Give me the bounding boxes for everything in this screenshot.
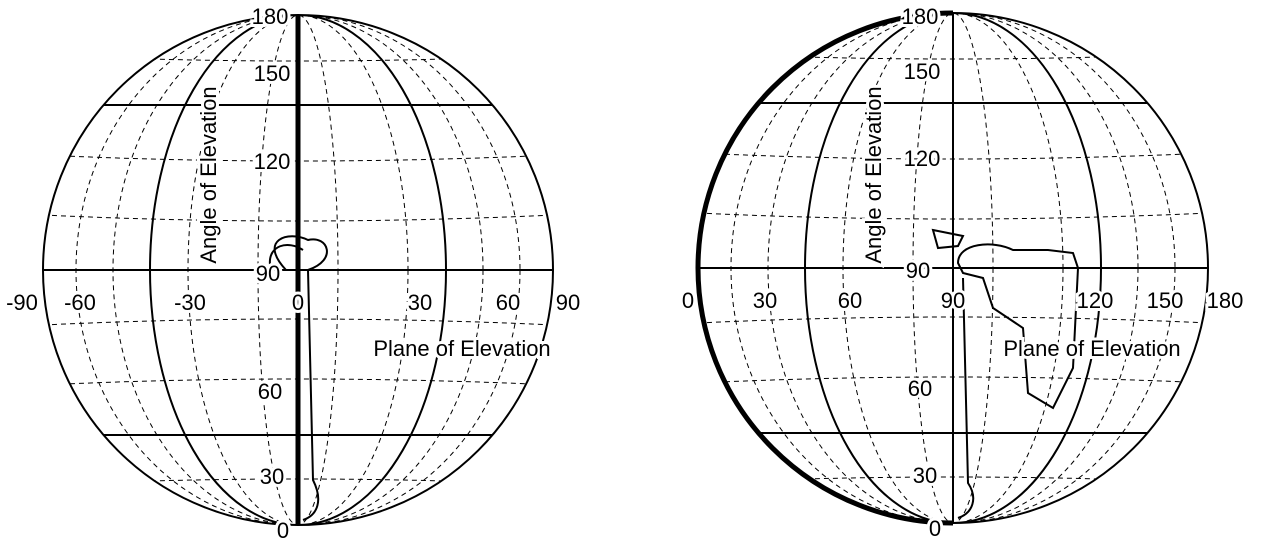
highlight-meridian xyxy=(695,10,954,526)
plane-tick-label: -30 xyxy=(174,290,206,315)
plane-tick-label: 0 xyxy=(292,290,304,315)
angle-tick-label: 120 xyxy=(254,149,291,174)
plane-tick-label: 0 xyxy=(682,288,694,313)
contour xyxy=(931,228,965,250)
angle-tick-label: 60 xyxy=(908,376,932,401)
plane-tick-label: 90 xyxy=(556,290,580,315)
plane-tick-label: -60 xyxy=(64,290,96,315)
angle-tick-label: 150 xyxy=(254,61,291,86)
contour xyxy=(956,243,1080,410)
angle-tick-label: 0 xyxy=(277,518,289,543)
plane-tick-label: 120 xyxy=(1077,288,1114,313)
angle-tick-label: 150 xyxy=(904,59,941,84)
plane-tick-label: 60 xyxy=(838,288,862,313)
plane-tick-label: 150 xyxy=(1147,288,1184,313)
plane-tick-label: 180 xyxy=(1207,288,1244,313)
angle-tick-label: 60 xyxy=(258,379,282,404)
angle-tick-label: 90 xyxy=(906,258,930,283)
angle-tick-label: 180 xyxy=(252,4,289,29)
plane-tick-label: -90 xyxy=(6,290,38,315)
angle-tick-label: 120 xyxy=(904,146,941,171)
angle-axis-label: Angle of Elevation xyxy=(196,86,221,263)
angle-axis-label: Angle of Elevation xyxy=(861,86,886,263)
right-globe: 0 30 60 90 120 150 180 0 30 60 90 120 150 180 Angle of… xyxy=(679,1,1246,544)
plane-tick-label: 60 xyxy=(496,290,520,315)
plane-axis-label: Plane of Elevation xyxy=(1003,336,1180,361)
angle-tick-label: 30 xyxy=(260,464,284,489)
plane-tick-label: 30 xyxy=(753,288,777,313)
angle-tick-label: 90 xyxy=(256,261,280,286)
angle-tick-label: 0 xyxy=(929,516,941,541)
plane-tick-label: 30 xyxy=(408,290,432,315)
angle-tick-label: 30 xyxy=(913,463,937,488)
plane-tick-label: 90 xyxy=(941,288,965,313)
contour xyxy=(273,235,328,521)
contour xyxy=(957,277,975,519)
plane-axis-label: Plane of Elevation xyxy=(373,336,550,361)
left-globe: -90 -60 -30 0 30 60 90 0 30 60 90 120 150 180 Angle of… xyxy=(3,1,583,546)
contour xyxy=(268,244,304,266)
angle-tick-label: 180 xyxy=(902,4,939,29)
